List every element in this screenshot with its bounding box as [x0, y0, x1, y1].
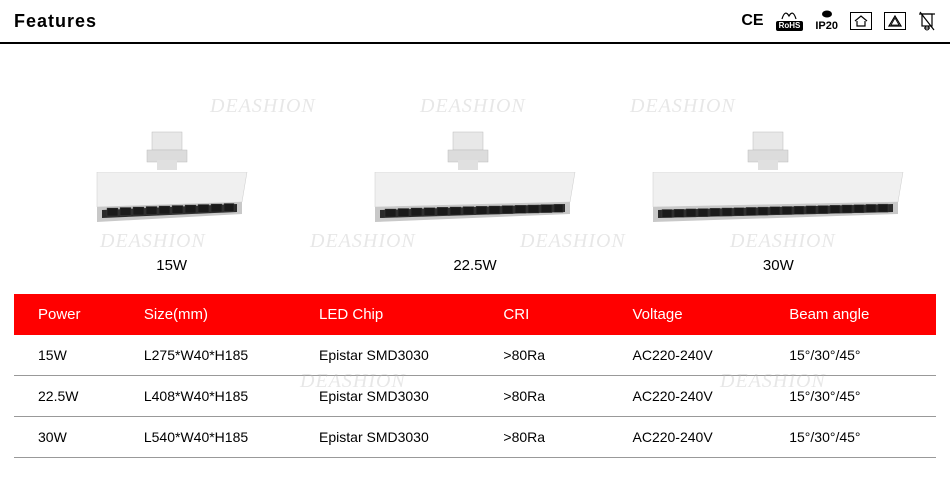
page-title: Features [14, 11, 97, 32]
product-label-22w: 22.5W [453, 257, 496, 274]
th-size: Size(mm) [134, 294, 309, 335]
cell-power: 22.5W [14, 376, 134, 417]
product-15w: 15W [20, 127, 323, 274]
th-power: Power [14, 294, 134, 335]
ce-icon: CE [741, 10, 763, 32]
product-label-15w: 15W [156, 257, 187, 274]
recycle-icon [918, 10, 936, 32]
certification-icons: CE RoHS IP20 [741, 10, 936, 32]
th-voltage: Voltage [623, 294, 780, 335]
triangle-safety-icon [884, 12, 906, 30]
cell-chip: Epistar SMD3030 [309, 417, 493, 458]
cell-beam: 15°/30°/45° [779, 376, 936, 417]
spec-table-wrap: Power Size(mm) LED Chip CRI Voltage Beam… [0, 284, 950, 458]
cell-power: 30W [14, 417, 134, 458]
product-label-30w: 30W [763, 257, 794, 274]
ip20-icon: IP20 [815, 10, 838, 32]
product-row: 15W 22. [0, 44, 950, 284]
table-row: 22.5W L408*W40*H185 Epistar SMD3030 >80R… [14, 376, 936, 417]
cell-chip: Epistar SMD3030 [309, 335, 493, 376]
spec-table: Power Size(mm) LED Chip CRI Voltage Beam… [14, 294, 936, 458]
th-cri: CRI [493, 294, 622, 335]
cell-power: 15W [14, 335, 134, 376]
product-30w: 30W [627, 127, 930, 274]
fixture-15w-image [87, 127, 257, 237]
cell-beam: 15°/30°/45° [779, 417, 936, 458]
house-icon [850, 12, 872, 30]
cell-voltage: AC220-240V [623, 417, 780, 458]
th-chip: LED Chip [309, 294, 493, 335]
table-row: 30W L540*W40*H185 Epistar SMD3030 >80Ra … [14, 417, 936, 458]
cell-size: L275*W40*H185 [134, 335, 309, 376]
th-beam: Beam angle [779, 294, 936, 335]
cell-cri: >80Ra [493, 376, 622, 417]
table-header-row: Power Size(mm) LED Chip CRI Voltage Beam… [14, 294, 936, 335]
fixture-22w-image [365, 127, 585, 237]
product-22w: 22.5W [323, 127, 626, 274]
cell-size: L540*W40*H185 [134, 417, 309, 458]
cell-voltage: AC220-240V [623, 335, 780, 376]
cell-voltage: AC220-240V [623, 376, 780, 417]
cell-chip: Epistar SMD3030 [309, 376, 493, 417]
fixture-30w-image [643, 127, 913, 237]
rohs-icon: RoHS [776, 10, 804, 32]
header-bar: Features CE RoHS IP20 [0, 0, 950, 44]
cell-cri: >80Ra [493, 417, 622, 458]
cell-cri: >80Ra [493, 335, 622, 376]
cell-beam: 15°/30°/45° [779, 335, 936, 376]
cell-size: L408*W40*H185 [134, 376, 309, 417]
table-row: 15W L275*W40*H185 Epistar SMD3030 >80Ra … [14, 335, 936, 376]
